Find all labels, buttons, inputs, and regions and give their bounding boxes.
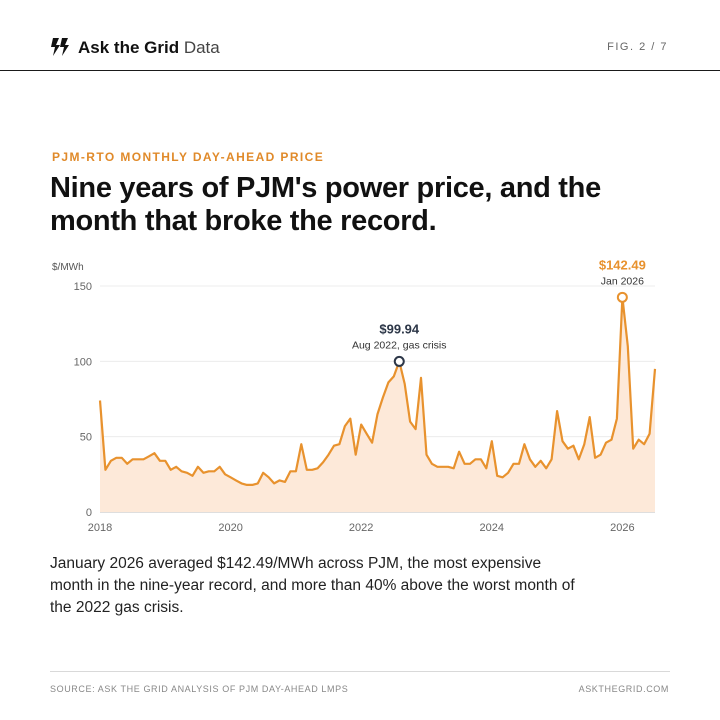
- y-tick-label: 50: [80, 432, 92, 444]
- price-area-fill: [100, 297, 655, 512]
- figure-label: FIG. 2 / 7: [607, 41, 668, 53]
- source-note: SOURCE: ASK THE GRID ANALYSIS OF PJM DAY…: [50, 684, 349, 694]
- header-bar: Ask the Grid Data FIG. 2 / 7: [0, 0, 720, 71]
- brand-name[interactable]: Ask the Grid Data: [78, 38, 220, 58]
- y-tick-label: 150: [74, 281, 92, 293]
- chart-kicker: PJM-RTO MONTHLY DAY-AHEAD PRICE: [52, 150, 325, 164]
- brand-name-light: Data: [183, 38, 220, 57]
- price-series-line: [98, 296, 657, 486]
- annotations: $99.94 Aug 2022, gas crisis $142.49 Jan 202…: [352, 257, 646, 367]
- page-title: Nine years of PJM's power price, and the…: [50, 172, 601, 237]
- footer-divider: [50, 671, 670, 672]
- brand-name-bold: Ask the Grid: [78, 38, 180, 57]
- x-tick-label: 2020: [218, 522, 242, 534]
- annotation-marker: [616, 291, 628, 303]
- y-tick-label: 100: [74, 356, 92, 368]
- y-tick-label: 0: [86, 507, 92, 519]
- lightning-bolts-icon: [51, 38, 69, 56]
- y-axis-unit-label: $/MWh: [52, 262, 84, 273]
- price-chart: 0 50 100 150 2018 2020 2022 2024 2026 $99.94 Aug …: [52, 257, 657, 534]
- annotation-sublabel: Jan 2026: [601, 275, 644, 287]
- annotation-marker: [393, 355, 405, 367]
- annotation-value: $99.94: [379, 321, 420, 336]
- annotation-sublabel: Aug 2022, gas crisis: [352, 339, 447, 351]
- axis-ticks: 0 50 100 150 2018 2020 2022 2024 2026: [74, 281, 635, 534]
- x-tick-label: 2024: [480, 522, 504, 534]
- x-tick-label: 2022: [349, 522, 373, 534]
- x-tick-label: 2026: [610, 522, 634, 534]
- site-link[interactable]: ASKTHEGRID.COM: [578, 684, 669, 694]
- x-tick-label: 2018: [88, 522, 112, 534]
- annotation-value: $142.49: [599, 257, 646, 272]
- body-paragraph: January 2026 averaged $142.49/MWh across…: [50, 555, 575, 616]
